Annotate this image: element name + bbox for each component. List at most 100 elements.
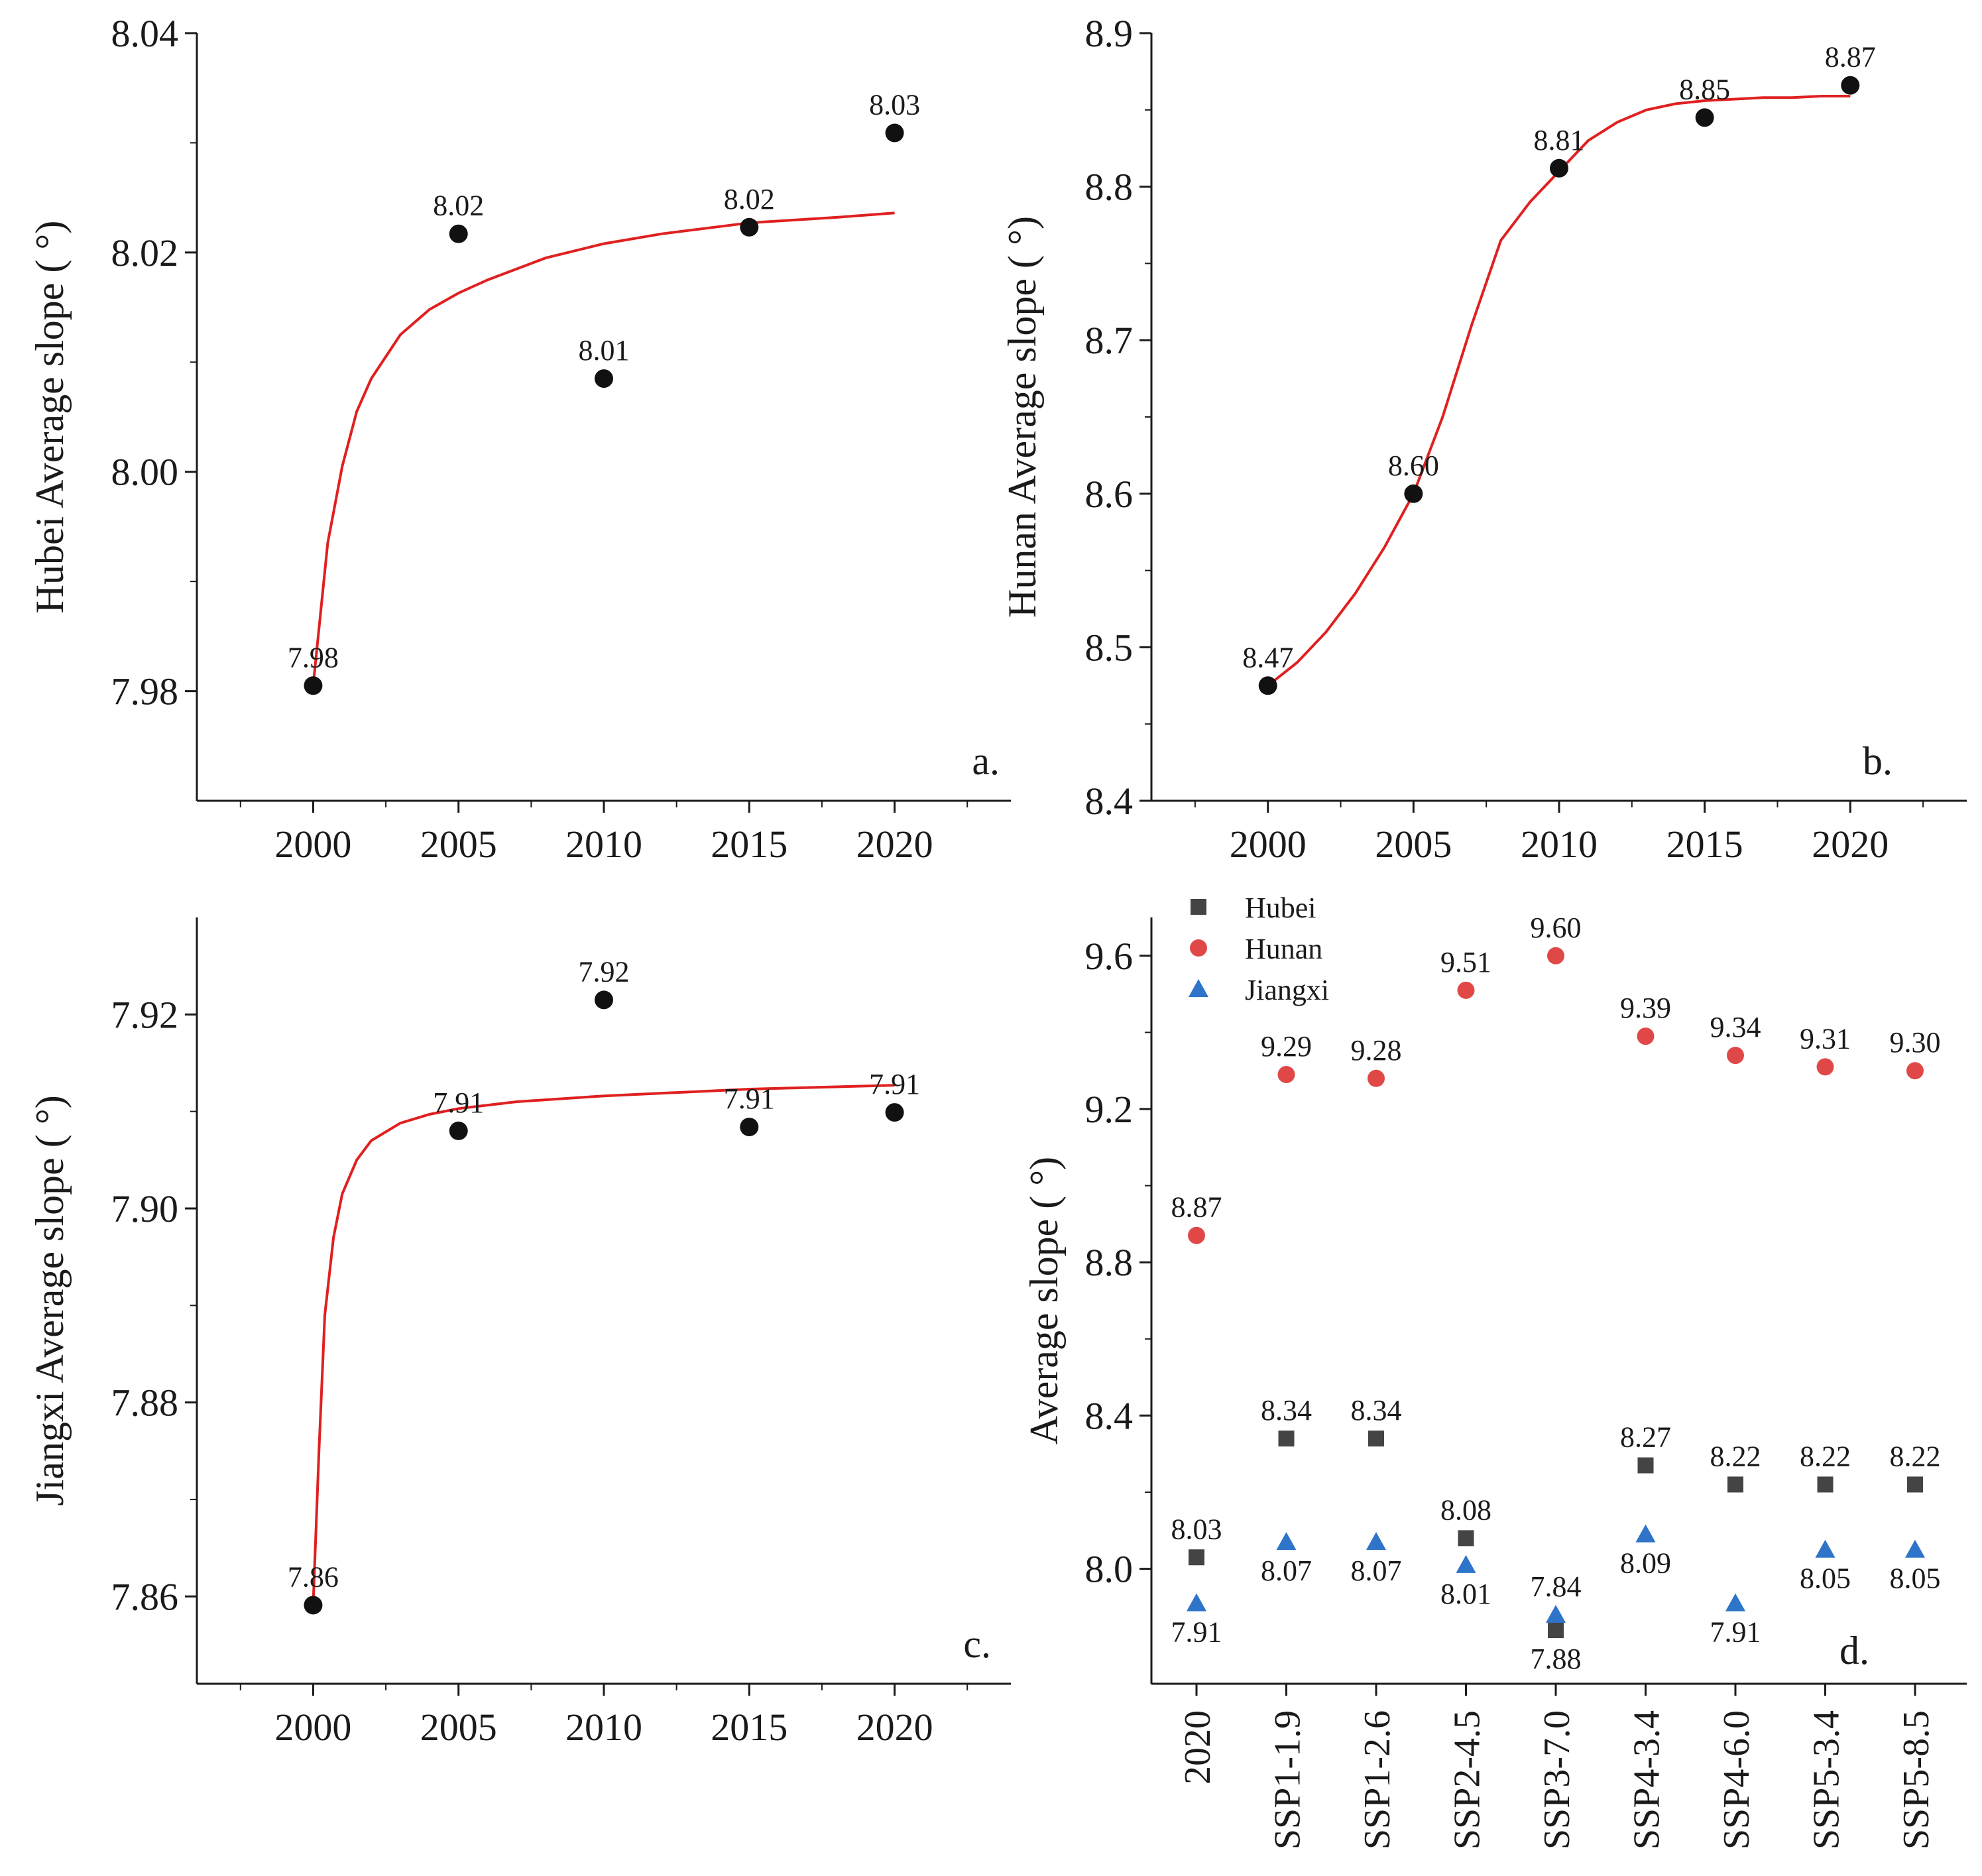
data-label: 9.31 <box>1800 1022 1851 1055</box>
data-label: 9.28 <box>1351 1034 1402 1067</box>
data-point-triangle <box>1725 1593 1745 1612</box>
data-point-circle <box>1368 1069 1385 1087</box>
x-tick-label: 2015 <box>711 1706 787 1749</box>
data-point-square <box>1189 1549 1204 1566</box>
y-tick-label: 8.7 <box>1085 319 1134 362</box>
y-tick-label: 8.6 <box>1085 473 1134 516</box>
data-label: 8.07 <box>1261 1554 1312 1587</box>
y-tick-label: 8.04 <box>111 12 179 55</box>
panel-a-hubei-chart: 7.98 8.00 8.02 8.04 Hubei Average slope ( °)… <box>28 12 1011 866</box>
panel-d-scenario-chart: 8.0 8.4 8.8 9.2 9.6 Average slope ( °) d. 2020 S… <box>1022 892 1967 1849</box>
y-axis-title: Hubei Average slope ( °) <box>28 221 72 614</box>
x-tick-label: 2005 <box>420 823 497 866</box>
data-label: 8.09 <box>1620 1547 1671 1580</box>
data-point <box>595 369 613 388</box>
data-label: 8.85 <box>1679 73 1730 105</box>
data-point <box>885 1103 904 1122</box>
data-label: 9.39 <box>1620 992 1671 1024</box>
data-label: 7.86 <box>288 1560 339 1593</box>
x-tick-label: 2000 <box>274 823 351 866</box>
data-label: 7.91 <box>724 1083 775 1115</box>
x-category-label: SSP4-3.4 <box>1627 1710 1668 1849</box>
data-point <box>595 990 613 1010</box>
y-tick-label: 8.8 <box>1085 1241 1134 1284</box>
panel-letter: b. <box>1863 739 1893 783</box>
data-label: 8.22 <box>1710 1440 1761 1472</box>
x-tick-label: 2020 <box>1812 823 1889 866</box>
data-point-square <box>1637 1457 1654 1474</box>
data-point-triangle <box>1366 1532 1386 1551</box>
data-point-triangle <box>1635 1524 1656 1543</box>
panel-letter: a. <box>972 739 1000 783</box>
x-category-label: SSP5-8.5 <box>1896 1710 1937 1849</box>
data-point-circle <box>1906 1062 1924 1080</box>
data-label: 8.05 <box>1890 1562 1941 1595</box>
data-point-square <box>1907 1476 1923 1493</box>
y-tick-label: 8.02 <box>111 231 179 274</box>
panel-c-jiangxi-chart: 7.86 7.88 7.90 7.92 Jiangxi Average slope ( … <box>28 917 1011 1749</box>
data-label: 7.98 <box>288 641 339 674</box>
y-tick-label: 8.8 <box>1085 166 1134 209</box>
x-tick-label: 2005 <box>420 1706 497 1749</box>
data-point <box>885 123 904 143</box>
data-label: 9.30 <box>1890 1026 1941 1059</box>
data-label: 7.91 <box>1710 1616 1761 1649</box>
panel-b-hunan-chart: 8.4 8.5 8.6 8.7 8.8 8.9 Hunan Average slope ( … <box>1000 12 1967 866</box>
x-tick-label: 2005 <box>1375 823 1452 866</box>
data-point <box>1550 158 1568 178</box>
data-point <box>449 224 468 243</box>
x-tick-label: 2000 <box>1230 823 1307 866</box>
data-point-circle <box>1190 939 1207 957</box>
panel-letter: c. <box>963 1622 991 1666</box>
data-label: 7.92 <box>579 955 630 988</box>
data-point-square <box>1191 899 1206 915</box>
data-point-triangle <box>1546 1604 1566 1623</box>
x-tick-label: 2015 <box>1666 823 1743 866</box>
data-point-circle <box>1816 1058 1834 1076</box>
data-label: 8.01 <box>579 334 630 367</box>
x-category-label: SSP2-4.5 <box>1447 1710 1488 1849</box>
data-label: 9.34 <box>1710 1011 1761 1043</box>
data-point <box>1404 484 1423 503</box>
data-label: 7.91 <box>433 1086 484 1119</box>
data-point-circle <box>1637 1027 1655 1045</box>
data-point-triangle <box>1456 1554 1476 1573</box>
data-label: 7.91 <box>1171 1616 1222 1649</box>
data-label: 8.03 <box>1171 1513 1222 1545</box>
fit-curve <box>312 211 895 686</box>
data-label: 8.22 <box>1890 1440 1941 1472</box>
y-tick-label: 8.9 <box>1085 12 1134 55</box>
y-axis-title: Average slope ( °) <box>1022 1157 1066 1444</box>
data-point-circle <box>1277 1065 1295 1083</box>
data-label: 8.34 <box>1351 1394 1402 1427</box>
data-label: 9.51 <box>1440 946 1491 978</box>
data-label: 8.27 <box>1620 1421 1671 1454</box>
data-label: 8.87 <box>1825 41 1876 74</box>
data-label: 8.60 <box>1388 449 1439 482</box>
data-label: 8.81 <box>1534 124 1585 156</box>
y-tick-label: 7.98 <box>111 670 179 713</box>
data-label: 8.22 <box>1800 1440 1851 1472</box>
data-point-triangle <box>1276 1532 1297 1551</box>
data-label: 8.08 <box>1440 1494 1491 1526</box>
x-tick-label: 2010 <box>565 1706 642 1749</box>
x-category-label: SSP3-7.0 <box>1537 1710 1578 1849</box>
data-point-square <box>1278 1431 1295 1447</box>
data-point-square <box>1548 1622 1564 1639</box>
data-point <box>304 1596 323 1615</box>
x-category-label: SSP1-1.9 <box>1267 1710 1309 1849</box>
y-tick-label: 7.86 <box>111 1575 179 1618</box>
legend-entry-label: Hubei <box>1245 892 1316 924</box>
x-category-label: SSP1-2.6 <box>1357 1710 1398 1849</box>
data-point <box>304 676 323 695</box>
data-label: 8.05 <box>1800 1562 1851 1595</box>
data-point <box>1258 676 1277 695</box>
y-tick-label: 7.90 <box>111 1187 179 1230</box>
data-label: 8.87 <box>1171 1191 1222 1224</box>
data-point-circle <box>1547 947 1564 965</box>
x-category-label: SSP5-3.4 <box>1806 1710 1847 1849</box>
data-label: 8.02 <box>724 183 775 215</box>
x-tick-label: 2010 <box>565 823 642 866</box>
x-tick-label: 2020 <box>856 823 933 866</box>
x-category-label: 2020 <box>1177 1710 1218 1785</box>
